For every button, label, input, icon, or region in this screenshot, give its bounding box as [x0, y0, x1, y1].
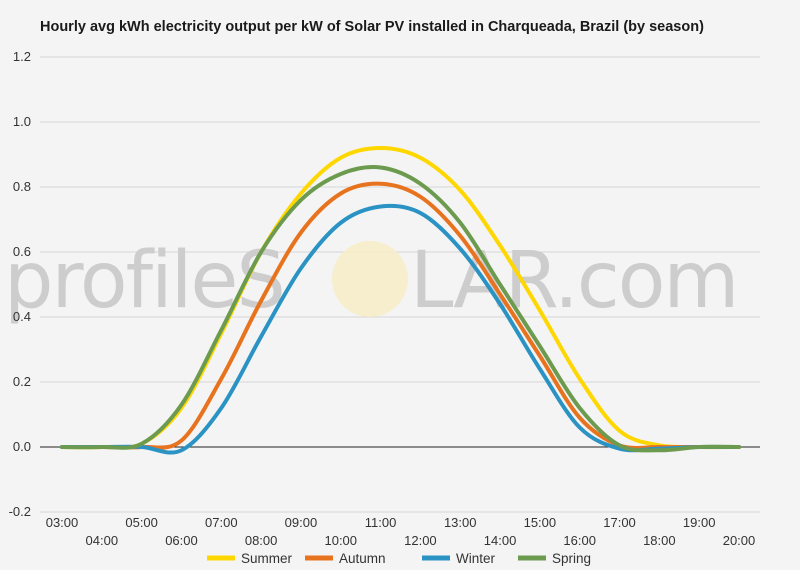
chart-title: Hourly avg kWh electricity output per kW…: [40, 19, 704, 35]
series-lines: [60, 146, 741, 455]
x-tick-label: 17:00: [603, 515, 636, 530]
legend-label-winter: Winter: [456, 551, 496, 566]
x-tick-label: 06:00: [165, 533, 198, 548]
y-tick-label: 1.0: [13, 114, 31, 129]
watermark-text-right: LAR.com: [410, 236, 737, 326]
x-tick-label: 03:00: [46, 515, 79, 530]
y-tick-label: 0.2: [13, 374, 31, 389]
series-line-winter: [60, 203, 741, 455]
x-tick-label: 04:00: [86, 533, 119, 548]
x-tick-label: 14:00: [484, 533, 517, 548]
legend-label-summer: Summer: [241, 551, 293, 566]
x-tick-label: 05:00: [125, 515, 158, 530]
x-tick-label: 15:00: [524, 515, 557, 530]
watermark-text-left: profileS: [4, 236, 284, 326]
x-tick-label: 16:00: [563, 533, 596, 548]
legend-label-autumn: Autumn: [339, 551, 386, 566]
x-tick-label: 20:00: [723, 533, 756, 548]
legend-label-spring: Spring: [552, 551, 591, 566]
x-tick-label: 11:00: [365, 515, 397, 530]
y-tick-label: 0.0: [13, 439, 31, 454]
y-tick-label: 0.8: [13, 179, 31, 194]
x-tick-label: 07:00: [205, 515, 238, 530]
x-tick-label: 10:00: [324, 533, 357, 548]
x-tick-label: 09:00: [285, 515, 318, 530]
y-tick-label: -0.2: [9, 504, 31, 519]
legend: Summer Autumn Winter Spring: [207, 551, 591, 566]
x-tick-label: 08:00: [245, 533, 278, 548]
y-tick-label: 0.6: [13, 244, 31, 259]
watermark-sun-icon: [332, 241, 408, 317]
watermark: profileS LAR.com: [4, 236, 739, 326]
x-tick-label: 19:00: [683, 515, 716, 530]
x-tick-label: 13:00: [444, 515, 477, 530]
y-tick-label: 1.2: [13, 49, 31, 64]
x-tick-label: 12:00: [404, 533, 437, 548]
x-tick-label: 18:00: [643, 533, 676, 548]
series-line-spring: [60, 165, 741, 453]
y-tick-label: 0.4: [13, 309, 31, 324]
axes: -0.2 0.0 0.2 0.4 0.6 0.8 1.0 1.2 03:00 04:00 05:00…: [9, 49, 760, 548]
